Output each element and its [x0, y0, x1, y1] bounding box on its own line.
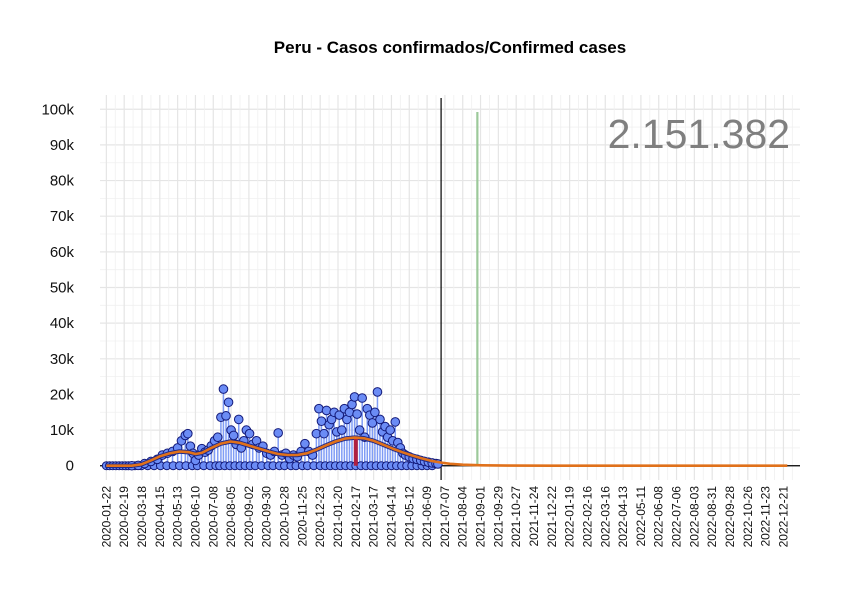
total-cases-label: 2.151.382: [608, 111, 790, 157]
y-tick-label: 70k: [50, 208, 75, 225]
y-tick-label: 40k: [50, 315, 75, 332]
x-tick-label: 2022-10-26: [741, 486, 755, 548]
x-tick-label: 2021-07-07: [438, 486, 452, 548]
x-tick-label: 2020-09-30: [260, 486, 274, 548]
chart-title: Peru - Casos confirmados/Confirmed cases: [273, 38, 627, 57]
x-tick-label: 2022-08-31: [705, 486, 719, 548]
x-tick-label: 2020-08-05: [224, 486, 238, 548]
x-tick-label: 2021-11-24: [527, 486, 541, 547]
data-point: [334, 410, 345, 420]
data-point: [357, 393, 367, 403]
x-tick-label: 2021-05-12: [402, 486, 416, 548]
x-tick-label: 2020-02-19: [117, 486, 131, 548]
x-tick-label: 2022-07-06: [670, 486, 684, 548]
data-point: [300, 438, 310, 449]
x-tick-label: 2020-01-22: [99, 486, 113, 548]
x-tick-label: 2021-09-29: [491, 486, 505, 548]
x-tick-label: 2022-11-23: [759, 486, 773, 547]
x-tick-label: 2021-01-20: [331, 486, 345, 548]
x-tick-label: 2020-07-08: [206, 486, 220, 548]
y-tick-label: 90k: [50, 137, 75, 154]
x-tick-label: 2020-03-18: [135, 486, 149, 548]
x-tick-label: 2021-09-01: [474, 486, 488, 548]
data-point: [273, 428, 283, 438]
x-tick-label: 2022-03-16: [598, 486, 612, 548]
data-point: [337, 425, 347, 435]
data-point: [316, 416, 327, 426]
y-tick-label: 30k: [50, 351, 75, 368]
data-point: [244, 428, 255, 439]
x-tick-label: 2022-09-28: [723, 486, 737, 548]
data-point: [223, 397, 234, 408]
x-tick-label: 2021-10-27: [509, 486, 523, 548]
y-tick-label: 80k: [50, 173, 75, 190]
x-tick-label: 2020-05-13: [171, 486, 185, 548]
data-point: [319, 428, 329, 439]
y-tick-label: 20k: [50, 386, 75, 403]
x-tick-label: 2021-04-14: [384, 486, 398, 548]
x-tick-label: 2020-11-25: [295, 486, 309, 547]
y-tick-label: 50k: [50, 280, 75, 297]
data-point: [218, 384, 229, 394]
x-tick-label: 2021-03-17: [367, 486, 381, 548]
x-tick-label: 2021-08-04: [456, 486, 470, 548]
y-tick-label: 10k: [50, 422, 75, 439]
x-tick-label: 2022-04-13: [616, 486, 630, 548]
x-tick-label: 2020-04-15: [153, 486, 167, 548]
x-tick-label: 2022-01-19: [563, 486, 577, 548]
x-tick-label: 2020-06-10: [188, 486, 202, 548]
x-tick-label: 2020-09-02: [242, 486, 256, 548]
y-axis-labels: 0 10k 20k 30k 40k 50k 60k 70k 80k 90k 100k: [41, 101, 74, 474]
data-point: [370, 407, 380, 418]
data-point: [221, 411, 231, 421]
data-point: [233, 414, 244, 425]
x-tick-label: 2021-12-22: [545, 486, 559, 548]
x-tick-label: 2022-02-16: [580, 486, 594, 548]
data-point: [183, 428, 193, 439]
x-tick-label: 2020-10-28: [278, 486, 292, 548]
y-tick-label: 0: [66, 458, 74, 475]
y-tick-label: 60k: [50, 244, 75, 261]
x-tick-label: 2020-12-23: [313, 486, 327, 548]
data-point: [212, 432, 223, 443]
x-tick-label: 2021-02-17: [349, 486, 363, 548]
data-point: [354, 425, 365, 435]
y-tick-label: 100k: [41, 101, 74, 118]
data-point: [372, 387, 383, 397]
data-point: [367, 418, 378, 428]
x-tick-label: 2022-08-03: [687, 486, 701, 548]
x-tick-label: 2022-06-08: [652, 486, 666, 548]
grid-lines: [100, 95, 800, 480]
data-point: [352, 409, 362, 419]
x-tick-label: 2021-06-09: [420, 486, 434, 548]
data-point: [385, 425, 395, 435]
smooth-trend-curve: [106, 436, 788, 467]
x-axis-labels: 2020-01-22 2020-02-19 2020-03-18 2020-04-15…: [99, 486, 790, 548]
smooth-curves: [106, 435, 788, 468]
data-point: [375, 414, 385, 425]
x-tick-label: 2022-05-11: [634, 486, 648, 547]
x-tick-label: 2022-12-21: [776, 486, 790, 548]
data-point: [390, 417, 401, 427]
data-point: [228, 430, 239, 441]
